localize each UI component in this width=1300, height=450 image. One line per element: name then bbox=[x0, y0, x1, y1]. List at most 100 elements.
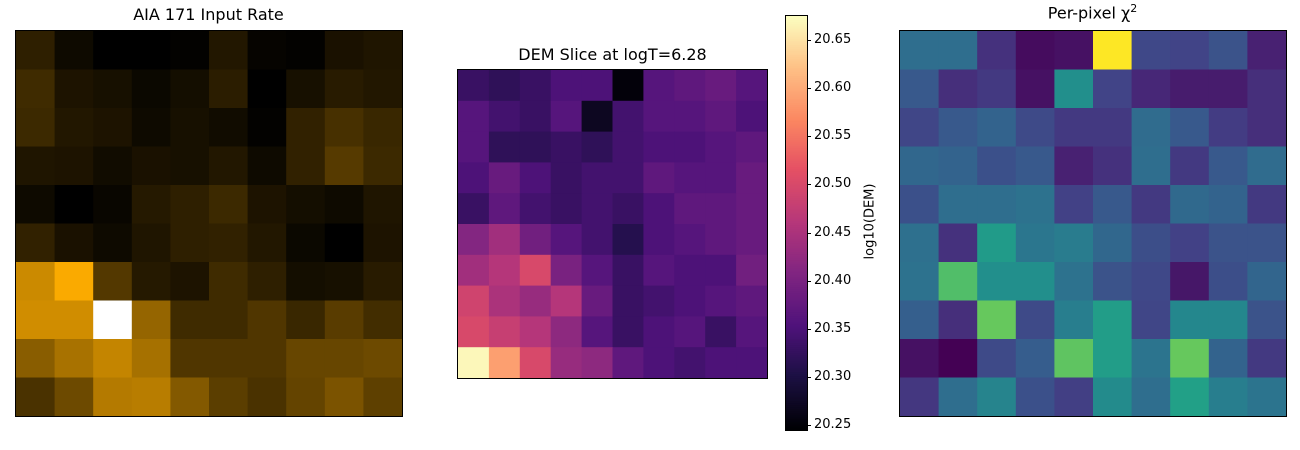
dem-slice-heatmap bbox=[457, 69, 768, 379]
colorbar-gradient-step bbox=[786, 419, 807, 423]
heatmap-cell-r7-c7 bbox=[286, 300, 326, 340]
colorbar-gradient-step bbox=[786, 78, 807, 81]
heatmap-cell-r7-c4 bbox=[581, 285, 614, 317]
heatmap-cell-r5-c8 bbox=[324, 223, 364, 263]
heatmap-cell-r2-c7 bbox=[1170, 108, 1210, 148]
heatmap-cell-r2-c6 bbox=[247, 108, 287, 148]
colorbar-gradient-step bbox=[786, 127, 807, 131]
colorbar-gradient-step bbox=[786, 332, 807, 336]
heatmap-cell-r7-c4 bbox=[1054, 300, 1094, 340]
colorbar-gradient-step bbox=[786, 251, 807, 255]
heatmap-cell-r9-c2 bbox=[977, 377, 1017, 416]
heatmap-cell-r0-c5 bbox=[612, 70, 644, 102]
heatmap-cell-r4-c6 bbox=[643, 193, 675, 225]
colorbar-gradient-step bbox=[786, 345, 807, 348]
heatmap-cell-r2-c5 bbox=[209, 108, 249, 148]
heatmap-cell-r5-c0 bbox=[16, 223, 56, 263]
colorbar-gradient-step bbox=[786, 98, 807, 102]
heatmap-cell-r0-c0 bbox=[900, 31, 940, 71]
panel3-title: Per-pixel χ2 bbox=[899, 2, 1286, 22]
colorbar-gradient-step bbox=[786, 212, 807, 216]
heatmap-cell-r4-c5 bbox=[209, 185, 249, 225]
colorbar-gradient-step bbox=[786, 140, 807, 143]
heatmap-cell-r1-c0 bbox=[900, 69, 940, 109]
colorbar-gradient-step bbox=[786, 363, 807, 367]
heatmap-cell-r8-c0 bbox=[900, 339, 940, 379]
heatmap-cell-r1-c4 bbox=[170, 69, 210, 109]
heatmap-cell-r4-c9 bbox=[1247, 185, 1286, 225]
colorbar-gradient-step bbox=[786, 359, 807, 363]
colorbar-tick-label: 20.45 bbox=[814, 225, 852, 240]
heatmap-cell-r6-c2 bbox=[93, 262, 133, 302]
heatmap-cell-r8-c6 bbox=[643, 316, 675, 348]
heatmap-cell-r6-c8 bbox=[705, 254, 737, 287]
colorbar-tick-mark bbox=[807, 184, 811, 185]
heatmap-cell-r4-c3 bbox=[131, 185, 171, 225]
colorbar-gradient-step bbox=[786, 351, 807, 355]
heatmap-cell-r4-c9 bbox=[363, 185, 402, 225]
heatmap-cell-r5-c9 bbox=[363, 223, 402, 263]
heatmap-cell-r3-c5 bbox=[612, 162, 644, 194]
heatmap-cell-r2-c9 bbox=[736, 131, 767, 163]
colorbar-gradient-step bbox=[786, 409, 807, 412]
heatmap-cell-r9-c1 bbox=[488, 347, 521, 378]
heatmap-cell-r7-c0 bbox=[16, 300, 56, 340]
heatmap-cell-r6-c3 bbox=[1015, 262, 1055, 302]
heatmap-cell-r4-c7 bbox=[286, 185, 326, 225]
colorbar-gradient-step bbox=[786, 374, 807, 377]
colorbar-gradient-step bbox=[786, 167, 807, 170]
colorbar-gradient-step bbox=[786, 227, 807, 230]
heatmap-cell-r9-c7 bbox=[674, 347, 706, 378]
heatmap-cell-r6-c6 bbox=[1131, 262, 1171, 302]
colorbar-gradient-step bbox=[786, 369, 807, 373]
heatmap-cell-r7-c8 bbox=[705, 285, 737, 317]
heatmap-cell-r4-c0 bbox=[16, 185, 56, 225]
colorbar-gradient-step bbox=[786, 425, 807, 429]
heatmap-cell-r6-c7 bbox=[1170, 262, 1210, 302]
colorbar-gradient-step bbox=[786, 69, 807, 73]
heatmap-cell-r3-c8 bbox=[705, 162, 737, 194]
heatmap-cell-r0-c2 bbox=[977, 31, 1017, 71]
colorbar-gradient-step bbox=[786, 218, 807, 222]
colorbar-gradient-step bbox=[786, 305, 807, 309]
heatmap-cell-r8-c7 bbox=[1170, 339, 1210, 379]
colorbar-gradient-step bbox=[786, 270, 807, 274]
heatmap-cell-r9-c9 bbox=[363, 377, 402, 416]
heatmap-cell-r1-c3 bbox=[1015, 69, 1055, 109]
heatmap-cell-r2-c4 bbox=[1054, 108, 1094, 148]
colorbar-gradient-step bbox=[786, 173, 807, 176]
heatmap-cell-r7-c5 bbox=[1093, 300, 1133, 340]
heatmap-cell-r7-c6 bbox=[1131, 300, 1171, 340]
heatmap-cell-r2-c2 bbox=[93, 108, 133, 148]
heatmap-cell-r5-c9 bbox=[1247, 223, 1286, 263]
heatmap-cell-r3-c9 bbox=[363, 146, 402, 186]
heatmap-cell-r8-c8 bbox=[705, 316, 737, 348]
colorbar-gradient-step bbox=[786, 131, 807, 135]
heatmap-cell-r1-c5 bbox=[209, 69, 249, 109]
colorbar-gradient-step bbox=[786, 88, 807, 92]
colorbar-gradient-step bbox=[786, 301, 807, 305]
colorbar-gradient-step bbox=[786, 96, 807, 100]
colorbar-gradient-step bbox=[786, 357, 807, 361]
heatmap-cell-r0-c1 bbox=[938, 31, 978, 71]
heatmap-cell-r4-c3 bbox=[550, 193, 583, 225]
heatmap-cell-r5-c9 bbox=[736, 224, 767, 256]
colorbar-gradient-step bbox=[786, 276, 807, 280]
dem-colorbar bbox=[785, 15, 808, 431]
colorbar-gradient-step bbox=[786, 353, 807, 357]
colorbar-gradient-step bbox=[786, 274, 807, 278]
heatmap-cell-r8-c6 bbox=[247, 339, 287, 379]
colorbar-gradient-step bbox=[786, 260, 807, 263]
colorbar-gradient-step bbox=[786, 194, 807, 197]
colorbar-gradient-step bbox=[786, 417, 807, 421]
heatmap-cell-r1-c2 bbox=[977, 69, 1017, 109]
heatmap-cell-r1-c5 bbox=[1093, 69, 1133, 109]
heatmap-cell-r6-c3 bbox=[550, 254, 583, 287]
heatmap-cell-r4-c6 bbox=[1131, 185, 1171, 225]
heatmap-cell-r7-c3 bbox=[1015, 300, 1055, 340]
colorbar-gradient-step bbox=[786, 233, 807, 237]
colorbar-gradient-step bbox=[786, 42, 807, 46]
colorbar-gradient-step bbox=[786, 361, 807, 365]
colorbar-gradient-step bbox=[786, 324, 807, 328]
heatmap-cell-r7-c1 bbox=[54, 300, 94, 340]
